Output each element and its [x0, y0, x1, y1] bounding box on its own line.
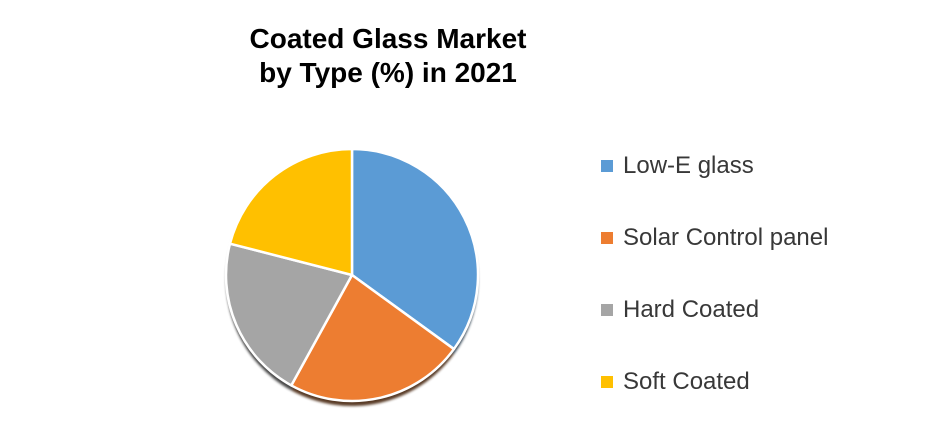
pie-slice-soft-coated	[228, 147, 354, 277]
pie-slices	[224, 147, 480, 403]
chart-title: Coated Glass Market by Type (%) in 2021	[188, 22, 588, 90]
pie-slice-solar-control-panel	[290, 273, 456, 403]
legend-item: Solar Control panel	[601, 223, 828, 253]
pie-slice-low-e-glass	[350, 147, 480, 351]
legend-marker	[601, 232, 613, 244]
legend: Low-E glass Solar Control panel Hard Coa…	[601, 151, 828, 397]
pie-slice-hard-coated	[224, 242, 354, 387]
legend-label: Low-E glass	[623, 152, 754, 179]
chart-title-line1: Coated Glass Market	[249, 23, 527, 54]
legend-marker	[601, 304, 613, 316]
legend-item: Hard Coated	[601, 295, 828, 325]
legend-item: Soft Coated	[601, 367, 828, 397]
legend-marker	[601, 160, 613, 172]
pie-chart	[224, 147, 480, 406]
legend-label: Soft Coated	[623, 368, 750, 395]
legend-item: Low-E glass	[601, 151, 828, 181]
chart-title-line2: by Type (%) in 2021	[259, 57, 517, 88]
legend-label: Solar Control panel	[623, 224, 829, 251]
legend-label: Hard Coated	[623, 296, 760, 323]
legend-marker	[601, 376, 613, 388]
